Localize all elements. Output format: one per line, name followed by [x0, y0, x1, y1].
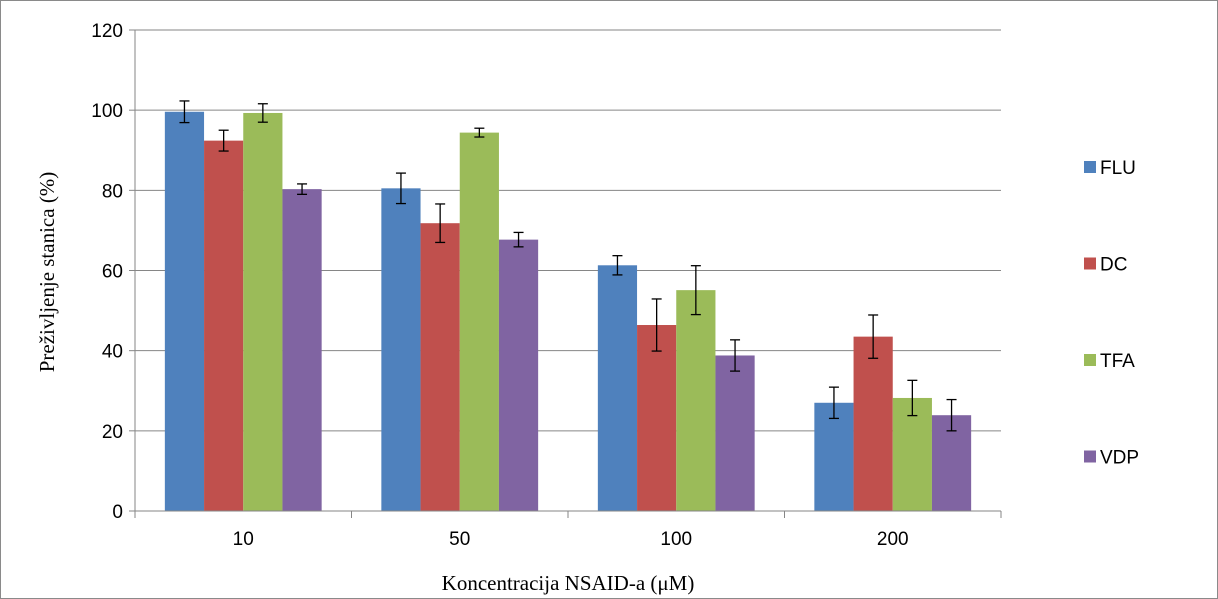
y-tick-label: 100: [91, 101, 123, 122]
bars: [164, 111, 972, 512]
error-bar: [179, 100, 190, 124]
x-tick-label: 200: [877, 529, 909, 550]
legend-swatch-tfa: [1084, 354, 1096, 366]
bar-flu-10: [164, 111, 205, 512]
legend-swatch-dc: [1084, 257, 1096, 270]
bar-dc-100: [637, 325, 677, 511]
y-tick-label: 60: [102, 262, 123, 283]
legend: FLU DC TFA VDP: [1084, 158, 1139, 469]
error-bars: [179, 100, 957, 432]
legend-label-tfa: TFA: [1100, 351, 1135, 372]
error-bar: [690, 265, 701, 316]
error-bar: [612, 255, 623, 276]
y-tick-label: 120: [91, 21, 123, 42]
x-tick-label: 100: [660, 529, 692, 550]
legend-label-flu: FLU: [1100, 158, 1136, 179]
bar-dc-50: [420, 223, 460, 511]
y-tick-label: 0: [112, 502, 123, 523]
bar-tfa-10: [243, 112, 283, 511]
legend-swatch-vdp: [1084, 450, 1096, 463]
error-bar: [218, 129, 229, 152]
legend-label-dc: DC: [1100, 255, 1127, 276]
legend-label-vdp: VDP: [1100, 448, 1139, 469]
bar-flu-50: [381, 188, 421, 511]
x-tick-label: 50: [449, 529, 470, 550]
error-bar: [513, 231, 524, 248]
bar-dc-200: [853, 336, 893, 511]
axes: [129, 29, 1002, 518]
bar-flu-200: [814, 402, 854, 511]
error-bar: [651, 298, 662, 352]
y-tick-label: 80: [102, 181, 123, 202]
y-tick-label: 40: [102, 342, 123, 363]
x-tick-labels: 10 50 100 200: [233, 529, 909, 550]
bar-vdp-50: [498, 239, 539, 511]
y-tick-label: 20: [102, 422, 123, 443]
error-bar: [868, 314, 879, 359]
error-bar: [435, 203, 446, 244]
error-bar: [907, 379, 918, 417]
bar-vdp-100: [715, 355, 755, 511]
bar-tfa-50: [459, 132, 499, 511]
y-axis-title: Preživljenje stanica (%): [35, 172, 59, 373]
x-tick-label: 10: [233, 529, 254, 550]
error-bar: [257, 103, 268, 123]
bar-tfa-200: [892, 397, 932, 511]
bar-flu-100: [597, 265, 638, 511]
bar-dc-10: [204, 140, 244, 511]
error-bar: [730, 339, 741, 372]
legend-swatch-flu: [1084, 161, 1096, 173]
bar-tfa-100: [676, 290, 716, 511]
error-bar: [946, 398, 957, 432]
error-bar: [395, 172, 406, 205]
y-tick-labels: 0 20 40 60 80 100 120: [91, 21, 123, 523]
bar-vdp-10: [282, 189, 322, 511]
error-bar: [828, 386, 839, 420]
error-bar: [474, 127, 485, 138]
x-axis-title: Koncentracija NSAID-a (μM): [442, 571, 695, 595]
error-bar: [297, 183, 308, 195]
